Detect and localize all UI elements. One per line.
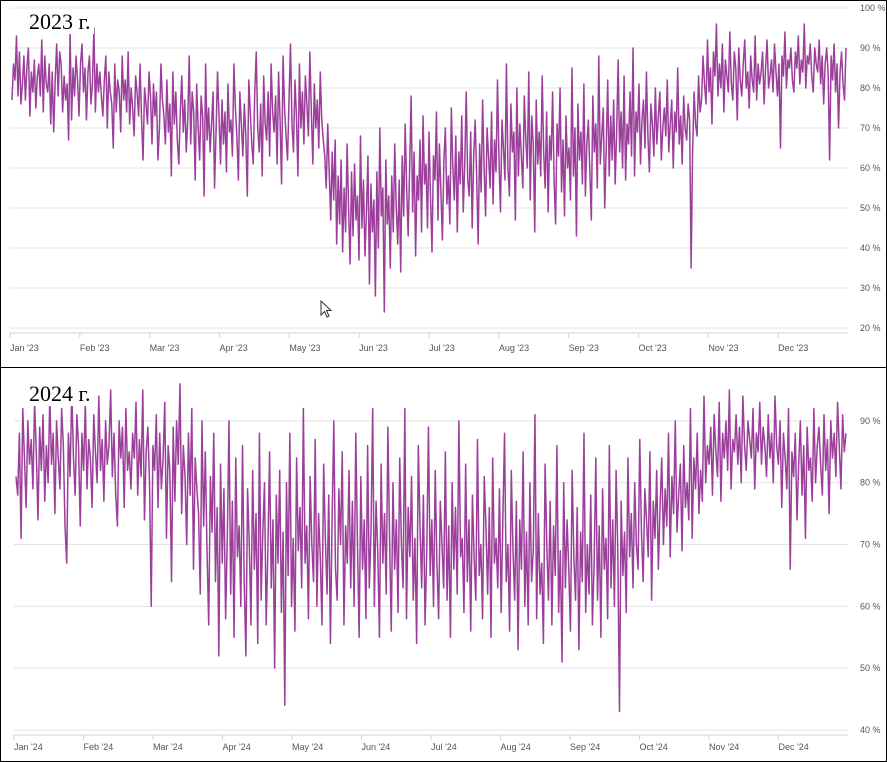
y-tick-label: 70 % xyxy=(860,540,881,550)
y-tick-label: 30 % xyxy=(860,283,881,293)
x-tick-label: Oct '24 xyxy=(640,742,668,752)
x-tick-label: May '24 xyxy=(292,742,323,752)
y-tick-label: 90 % xyxy=(860,416,881,426)
x-tick-label: Sep '24 xyxy=(570,742,600,752)
y-tick-label: 80 % xyxy=(860,478,881,488)
series-line xyxy=(15,383,847,713)
x-tick-label: Nov '24 xyxy=(709,742,739,752)
y-tick-label: 60 % xyxy=(860,163,881,173)
x-tick-label: Feb '24 xyxy=(84,742,114,752)
x-tick-label: Mar '24 xyxy=(153,742,183,752)
y-tick-label: 80 % xyxy=(860,83,881,93)
chart-2023: 20 % 30 % 40 % 50 % 60 % 70 % 80 % 90 % 100 % Jan… xyxy=(9,3,886,353)
x-tick-label: Jul '24 xyxy=(431,742,457,752)
panel-title-2023: 2023 г. xyxy=(26,10,94,34)
x-tick-label: Apr '23 xyxy=(220,343,248,353)
y-tick-label: 20 % xyxy=(860,323,881,333)
x-tick-label: Oct '23 xyxy=(639,343,667,353)
mouse-pointer-icon xyxy=(320,300,333,318)
x-tick-label: Jun '23 xyxy=(359,343,388,353)
x-tick-label: Sep '23 xyxy=(569,343,599,353)
x-tick-label: Nov '23 xyxy=(708,343,738,353)
x-tick-label: Jan '24 xyxy=(14,742,43,752)
x-tick-label: Aug '24 xyxy=(501,742,531,752)
x-tick-label: Jul '23 xyxy=(429,343,455,353)
panel-divider xyxy=(1,367,886,368)
x-tick-label: Dec '24 xyxy=(779,742,809,752)
panel-title-2024: 2024 г. xyxy=(26,382,94,406)
x-tick-label: Jan '23 xyxy=(10,343,39,353)
x-tick-label: Aug '23 xyxy=(499,343,529,353)
x-tick-label: Jun '24 xyxy=(362,742,391,752)
x-tick-label: Dec '23 xyxy=(778,343,808,353)
chart-2024: 40 % 50 % 60 % 70 % 80 % 90 % Jan '24 Feb '24 Ma… xyxy=(13,383,881,752)
y-tick-label: 50 % xyxy=(860,663,881,673)
y-tick-label: 90 % xyxy=(860,43,881,53)
y-tick-label: 50 % xyxy=(860,203,881,213)
y-tick-label: 40 % xyxy=(860,243,881,253)
series-line xyxy=(11,23,847,313)
x-tick-label: Apr '24 xyxy=(223,742,251,752)
x-tick-label: Feb '23 xyxy=(80,343,110,353)
y-tick-label: 70 % xyxy=(860,123,881,133)
x-tick-label: May '23 xyxy=(289,343,320,353)
x-tick-label: Mar '23 xyxy=(150,343,180,353)
y-tick-label: 100 % xyxy=(860,3,886,13)
y-tick-label: 40 % xyxy=(860,725,881,735)
y-tick-label: 60 % xyxy=(860,601,881,611)
